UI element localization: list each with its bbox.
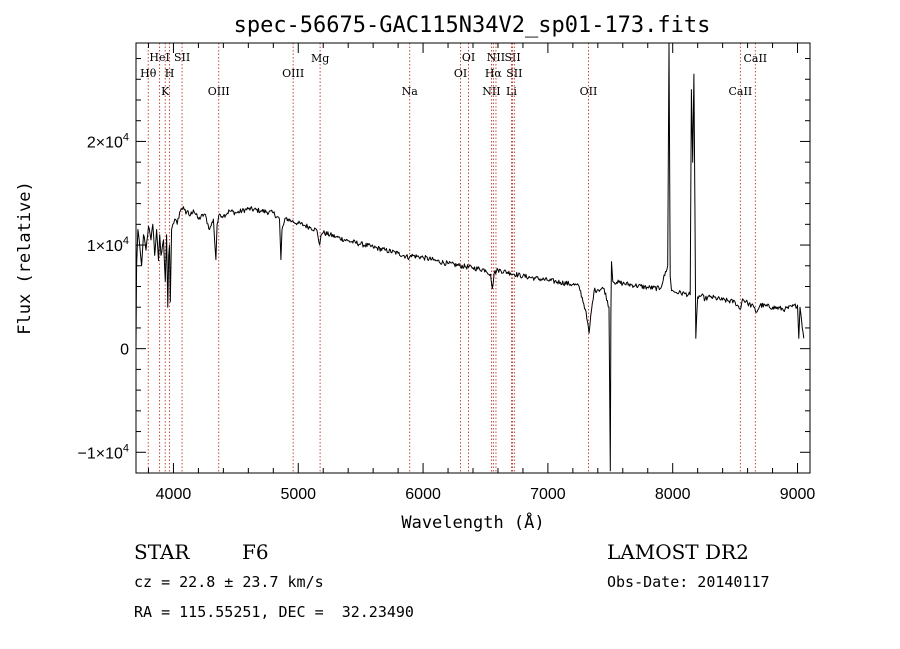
object-class: STAR bbox=[134, 540, 190, 564]
x-tick-label: 6000 bbox=[405, 486, 441, 503]
x-tick-label: 8000 bbox=[655, 486, 691, 503]
line-marker-label: K bbox=[161, 85, 170, 98]
redshift-velocity: cz = 22.8 ± 23.7 km/s bbox=[134, 573, 324, 591]
line-marker-label: Mg bbox=[311, 52, 329, 65]
y-tick-label: 2×104 bbox=[87, 131, 129, 151]
y-axis-label: Flux (relative) bbox=[15, 181, 35, 335]
spectrum-line bbox=[135, 42, 805, 472]
line-marker-label: NII bbox=[487, 51, 505, 64]
line-marker-label: OI bbox=[462, 51, 475, 64]
line-marker-label: Na bbox=[402, 85, 419, 98]
chart-title: spec-56675-GAC115N34V2_sp01-173.fits bbox=[234, 13, 711, 38]
y-tick-label: 1×104 bbox=[87, 235, 129, 255]
line-marker-label: OII bbox=[580, 85, 598, 98]
y-tick-exponent: 4 bbox=[123, 235, 129, 247]
line-marker-label: OIII bbox=[282, 67, 304, 80]
line-marker-label: SII bbox=[504, 51, 520, 64]
y-tick-label: −1×104 bbox=[77, 442, 129, 462]
y-tick-label: 0 bbox=[120, 342, 129, 359]
x-tick-label: 5000 bbox=[280, 486, 316, 503]
line-marker-label: Hα bbox=[485, 67, 503, 80]
line-marker-label: H bbox=[165, 67, 175, 80]
plot-frame bbox=[135, 42, 811, 474]
x-tick-label: 4000 bbox=[156, 486, 192, 503]
line-marker-label: NII bbox=[482, 85, 500, 98]
x-tick-label: 7000 bbox=[530, 486, 566, 503]
object-subclass: F6 bbox=[242, 540, 269, 564]
y-tick-exponent: 4 bbox=[123, 131, 129, 143]
y-tick-mantissa: 2×10 bbox=[87, 134, 123, 151]
survey-name: LAMOST DR2 bbox=[607, 540, 749, 564]
line-marker-label: CaII bbox=[729, 85, 753, 98]
coordinates: RA = 115.55251, DEC = 32.23490 bbox=[134, 603, 414, 621]
observation-date: Obs-Date: 20140117 bbox=[607, 573, 770, 591]
line-marker-label: CaII bbox=[743, 52, 767, 65]
line-marker-label: SII bbox=[506, 67, 522, 80]
line-marker-label: Hθ bbox=[140, 67, 157, 80]
y-tick-exponent: 4 bbox=[123, 442, 129, 454]
spectrum-series bbox=[135, 42, 805, 472]
line-marker-label: OIII bbox=[208, 85, 230, 98]
y-tick-mantissa: 1×10 bbox=[87, 238, 123, 255]
line-marker-label: HeI bbox=[149, 51, 169, 64]
y-tick-mantissa: −1×10 bbox=[77, 445, 122, 462]
line-markers: HθHeIKHSIIOIIIOIIIMgNaOIOINIINIIHαSIILiS… bbox=[140, 43, 767, 473]
line-marker-label: Li bbox=[506, 85, 517, 98]
y-tick-mantissa: 0 bbox=[120, 342, 129, 359]
line-marker-label: SII bbox=[174, 51, 190, 64]
x-axis-ticks: 4000 5000 6000 7000 8000 9000 bbox=[147, 43, 816, 503]
x-axis-label: Wavelength (Å) bbox=[401, 511, 544, 533]
line-marker-label: OI bbox=[454, 67, 467, 80]
x-tick-label: 9000 bbox=[780, 486, 816, 503]
